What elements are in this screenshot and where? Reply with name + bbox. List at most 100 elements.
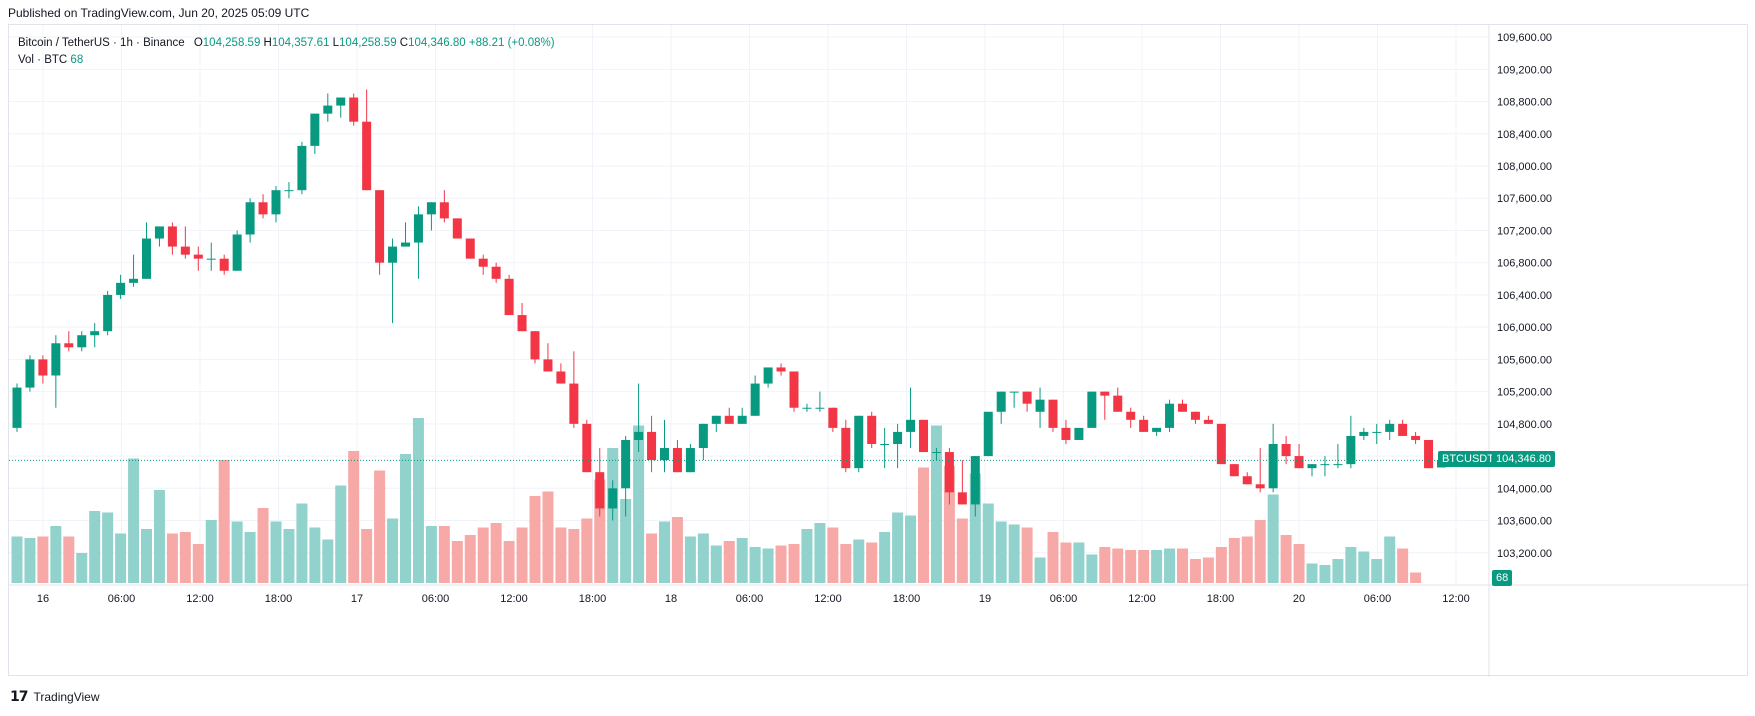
volume-bar xyxy=(24,538,36,583)
candle-body xyxy=(1074,427,1084,440)
volume-bar xyxy=(788,544,800,583)
volume-bar xyxy=(762,548,774,583)
candle-body xyxy=(1087,391,1097,428)
volume-bar xyxy=(1151,550,1163,583)
candle-body xyxy=(1126,411,1136,420)
candle-body xyxy=(530,331,540,360)
price-scale[interactable]: 109,600.00 109,200.00 108,800.00 108,400.00… xyxy=(1497,32,1552,560)
y-tick-label: 106,400.00 xyxy=(1497,290,1552,302)
volume-bar xyxy=(192,544,204,583)
candle-body xyxy=(582,423,592,473)
candle-body xyxy=(1152,427,1162,432)
legend-ohlc-row: Bitcoin / TetherUS · 1h · Binance O104,2… xyxy=(18,35,555,52)
candle-body xyxy=(1035,399,1045,412)
x-tick-label: 06:00 xyxy=(422,593,450,605)
volume-bar xyxy=(982,503,994,583)
volume-bar xyxy=(270,521,282,583)
volume-bar xyxy=(218,460,230,583)
volume-bar xyxy=(529,496,541,583)
legend-change: +88.21 (+0.08%) xyxy=(468,37,555,49)
candlestick-chart[interactable]: 109,600.00 109,200.00 108,800.00 108,400.00… xyxy=(9,25,1749,677)
volume-bar xyxy=(827,527,839,583)
candle-body xyxy=(957,492,967,505)
y-tick-label: 108,400.00 xyxy=(1497,129,1552,141)
volume-bar xyxy=(503,541,515,583)
y-tick-label: 105,600.00 xyxy=(1497,354,1552,366)
volume-bar xyxy=(490,523,502,583)
candle-body xyxy=(1320,464,1330,466)
candle-body xyxy=(1268,443,1278,489)
y-tick-label: 106,800.00 xyxy=(1497,258,1552,270)
volume-bar xyxy=(659,521,670,583)
x-tick-label: 18:00 xyxy=(893,593,921,605)
x-tick-label: 12:00 xyxy=(1128,593,1156,605)
candle-body xyxy=(1165,403,1175,428)
candle-body xyxy=(1333,464,1343,466)
volume-bar xyxy=(63,536,75,583)
x-tick-label: 06:00 xyxy=(108,593,136,605)
candle-body xyxy=(1372,431,1382,433)
volume-bar xyxy=(1008,524,1020,583)
volume-bar xyxy=(1345,547,1357,583)
volume-bar xyxy=(1099,547,1111,583)
volume-bar xyxy=(516,527,528,583)
candle-body xyxy=(77,335,87,348)
volume-bar xyxy=(1086,554,1098,583)
volume-bar xyxy=(1164,548,1176,583)
candle-body xyxy=(1294,456,1304,469)
x-tick-label: 18 xyxy=(665,593,677,605)
volume-bar xyxy=(943,466,955,583)
candle-body xyxy=(167,226,177,247)
candle-body xyxy=(284,190,294,192)
candle-body xyxy=(828,407,838,428)
volume-bar xyxy=(1293,544,1305,583)
candle-body xyxy=(232,234,242,271)
volume-bar xyxy=(1267,494,1279,583)
volume-bar xyxy=(76,553,88,583)
volume-bar xyxy=(1332,559,1344,583)
volume-bar xyxy=(153,490,165,583)
candle-body xyxy=(608,488,618,509)
volume-bar xyxy=(633,425,645,583)
volume-bar xyxy=(1177,548,1188,583)
candle-body xyxy=(763,367,773,384)
volume-bar xyxy=(1397,548,1409,583)
y-tick-label: 109,600.00 xyxy=(1497,32,1552,44)
volume-bar xyxy=(1073,542,1085,583)
volume-bar xyxy=(671,517,683,583)
volume-bar xyxy=(620,499,632,583)
candle-body xyxy=(193,254,203,259)
volume-bar xyxy=(128,458,140,583)
chart-frame[interactable]: 109,600.00 109,200.00 108,800.00 108,400.00… xyxy=(8,24,1749,677)
candle-body xyxy=(452,218,462,239)
candle-body xyxy=(51,343,61,376)
candle-body xyxy=(931,452,941,454)
volume-bar xyxy=(1060,542,1072,583)
volume-bar xyxy=(205,520,217,583)
candle-body xyxy=(906,419,916,432)
volume-bar xyxy=(1358,551,1370,583)
volume-bar xyxy=(710,545,722,583)
candle-body xyxy=(996,391,1006,412)
candle-body xyxy=(983,411,993,457)
y-tick-label: 108,000.00 xyxy=(1497,161,1552,173)
candle-body xyxy=(1385,423,1395,432)
volume-bar xyxy=(594,479,606,583)
volume-bar xyxy=(1319,565,1331,583)
candle-body xyxy=(802,407,812,409)
legend-symbol-title: Bitcoin / TetherUS · 1h · Binance xyxy=(18,37,185,49)
volume-bar xyxy=(723,541,735,583)
candle-body xyxy=(1048,399,1058,428)
x-tick-label: 12:00 xyxy=(186,593,214,605)
candle-body xyxy=(569,383,579,424)
candle-body xyxy=(944,452,954,493)
candle-body xyxy=(815,407,825,409)
volume-bar xyxy=(102,512,114,583)
x-tick-label: 16 xyxy=(37,593,49,605)
time-scale[interactable]: 16 06:00 12:00 18:00 17 06:00 12:00 18:00 18 06:0… xyxy=(37,593,1470,605)
y-tick-label: 106,000.00 xyxy=(1497,322,1552,334)
candle-body xyxy=(336,97,346,106)
candle-body xyxy=(660,448,669,461)
volume-bar xyxy=(1202,557,1214,583)
candle-body xyxy=(401,242,410,247)
